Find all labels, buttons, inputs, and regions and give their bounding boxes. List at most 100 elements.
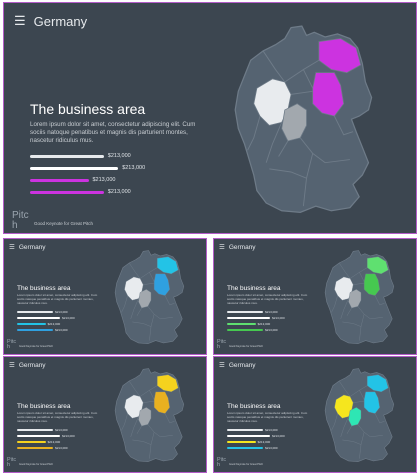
map-region-center-east [153, 273, 170, 296]
slide-main[interactable]: ☰ Germany The business area Lorem ipsum dol… [3, 2, 417, 234]
state-border [265, 122, 283, 163]
menu-icon[interactable]: ☰ [219, 244, 225, 251]
body-text: Lorem ipsum dolor sit amet, consectetur … [17, 411, 98, 423]
state-border [149, 432, 155, 459]
bar-value: $213,000 [92, 177, 116, 183]
menu-icon[interactable]: ☰ [14, 13, 26, 28]
slide-thumbnail-4[interactable]: ☰ Germany The business area Lorem ipsum dol… [213, 356, 417, 473]
menu-icon[interactable]: ☰ [9, 362, 15, 369]
map-region-north-east [367, 256, 389, 275]
progress-bar [17, 317, 61, 319]
body-text: Lorem ipsum dolor sit amet, consectetur … [227, 411, 308, 423]
bar-value: $213,000 [62, 316, 75, 320]
state-border [353, 400, 365, 403]
menu-icon[interactable]: ☰ [9, 244, 15, 251]
tagline: Good Keynote for Great Pitch [19, 463, 54, 467]
progress-bar [227, 435, 271, 437]
germany-map [114, 250, 185, 344]
state-border [357, 306, 383, 320]
map-region-center-east [312, 72, 345, 117]
state-border [357, 424, 383, 438]
menu-icon[interactable]: ☰ [219, 362, 225, 369]
state-border [143, 282, 155, 285]
bar-row: $213,000 [30, 150, 145, 162]
body-text: Lorem ipsum dolor sit amet, consectetur … [227, 293, 308, 305]
progress-bar [227, 447, 264, 449]
state-border [338, 262, 351, 279]
state-border [147, 306, 173, 320]
state-border [121, 295, 128, 313]
state-border [121, 413, 128, 431]
bar-row: $213,000 [227, 309, 285, 315]
progress-bar [30, 178, 89, 182]
state-border [359, 432, 365, 459]
bar-row: $213,000 [227, 321, 285, 327]
state-border [269, 168, 307, 179]
slide-thumbnail-1[interactable]: ☰ Germany The business area Lorem ipsum dol… [3, 238, 207, 355]
map-region-center-east [153, 391, 170, 414]
value-bars: $213,000 $213,000 $213,000 $213,000 [30, 150, 145, 198]
tagline: Good Keynote for Great Pitch [229, 463, 264, 467]
slide-footer: Pitc h Good Keynote for Great Pitch [7, 339, 53, 350]
germany-map [324, 368, 395, 462]
body-text: Lorem ipsum dolor sit amet, consectetur … [17, 293, 98, 305]
bar-row: $213,000 [17, 309, 75, 315]
state-border [128, 380, 141, 397]
section-title: The business area [17, 403, 71, 410]
germany-map [234, 25, 373, 213]
state-border [164, 295, 175, 306]
map-region-center [138, 289, 152, 309]
state-border [149, 272, 155, 282]
bar-row: $213,000 [17, 321, 75, 327]
bar-value: $213,000 [122, 165, 146, 171]
state-border [342, 321, 362, 327]
bar-row: $213,000 [30, 162, 145, 174]
state-border [359, 272, 365, 282]
map-region-north-east [318, 38, 362, 74]
state-border [340, 298, 349, 319]
state-border [346, 425, 352, 434]
state-border [149, 390, 155, 400]
state-border [147, 424, 173, 438]
state-border [130, 298, 139, 319]
state-border [333, 115, 354, 136]
state-border [299, 137, 350, 164]
progress-bar [30, 154, 104, 158]
slide-header: ☰ Germany [219, 243, 256, 252]
progress-bar [17, 447, 54, 449]
state-border [132, 439, 152, 445]
header-title: Germany [33, 13, 88, 29]
map-region-center-east [363, 273, 380, 296]
progress-bar [227, 329, 264, 331]
body-text: Lorem ipsum dolor sit amet, consectetur … [30, 121, 196, 144]
progress-bar [227, 323, 256, 325]
value-bars: $213,000 $213,000 $213,000 $213,000 [227, 309, 285, 333]
bar-value: $213,000 [272, 434, 285, 438]
header-title: Germany [228, 243, 256, 251]
map-region-center [281, 103, 307, 142]
value-bars: $213,000 $213,000 $213,000 $213,000 [17, 309, 75, 333]
section-title: The business area [227, 403, 281, 410]
slide-thumbnail-2[interactable]: ☰ Germany The business area Lorem ipsum dol… [213, 238, 417, 355]
progress-bar [17, 435, 61, 437]
bar-value: $213,000 [55, 428, 68, 432]
bar-value: $213,000 [47, 322, 61, 326]
bar-row: $213,000 [227, 433, 285, 439]
slide-footer: Pitc h Good Keynote for Great Pitch [217, 339, 263, 350]
bar-value: $213,000 [265, 310, 278, 314]
slide-thumbnail-3[interactable]: ☰ Germany The business area Lorem ipsum dol… [3, 356, 207, 473]
state-border [290, 90, 313, 95]
header-title: Germany [18, 243, 46, 251]
map-region-north-east [157, 374, 179, 393]
bar-value: $213,000 [272, 316, 285, 320]
state-border [130, 416, 139, 437]
bar-value: $213,000 [47, 440, 61, 444]
bar-row: $213,000 [17, 439, 75, 445]
germany-map [324, 250, 395, 344]
slide-header: ☰ Germany [14, 13, 87, 29]
state-border [262, 50, 286, 83]
state-border [374, 413, 385, 424]
bar-row: $213,000 [17, 445, 75, 451]
slide-header: ☰ Germany [9, 243, 46, 252]
bar-value: $213,000 [265, 446, 278, 450]
